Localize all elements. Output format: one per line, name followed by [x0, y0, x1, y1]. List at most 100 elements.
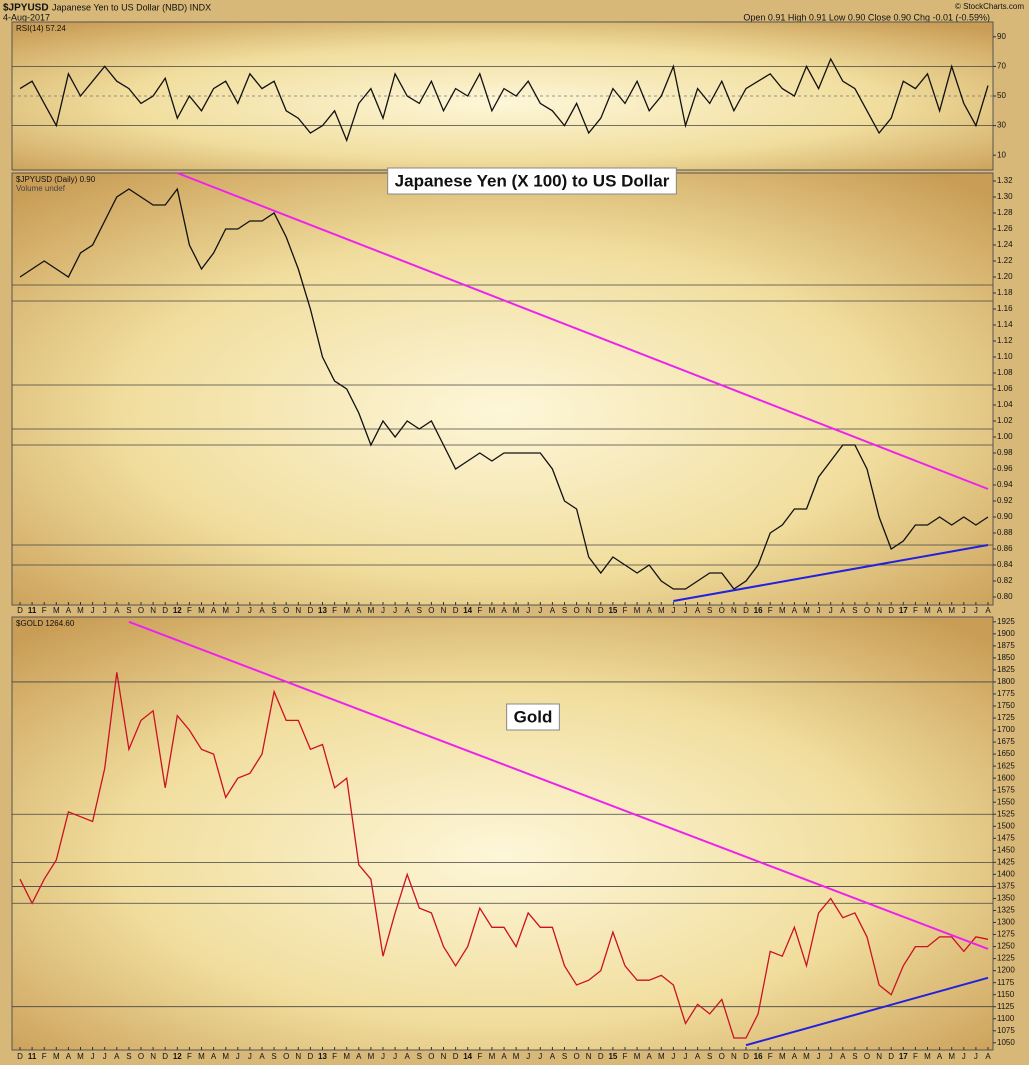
- x-tick-label: F: [913, 606, 918, 615]
- y-tick-label: 1.20: [997, 272, 1013, 281]
- x-tick-label: M: [53, 606, 60, 615]
- y-tick-label: 1.30: [997, 192, 1013, 201]
- x-tick-label: A: [937, 606, 943, 615]
- x-tick-label: S: [562, 606, 567, 615]
- x-tick-label: O: [428, 606, 434, 615]
- x-tick-label: N: [876, 606, 882, 615]
- x-tick-label: S: [707, 1052, 712, 1061]
- x-tick-label: F: [477, 1052, 482, 1061]
- x-tick-label: A: [550, 606, 556, 615]
- y-tick-label: 1425: [997, 857, 1015, 866]
- x-tick-label: J: [381, 606, 385, 615]
- x-tick-label: F: [913, 1052, 918, 1061]
- x-tick-label: S: [562, 1052, 567, 1061]
- x-tick-label: J: [236, 1052, 240, 1061]
- x-tick-label: 13: [318, 1052, 327, 1061]
- x-tick-label: F: [332, 606, 337, 615]
- x-tick-label: D: [598, 1052, 604, 1061]
- y-tick-label: 0.96: [997, 464, 1013, 473]
- y-tick-label: 0.86: [997, 544, 1013, 553]
- x-tick-label: O: [864, 1052, 870, 1061]
- y-tick-label: 30: [997, 121, 1006, 130]
- x-tick-label: M: [489, 606, 496, 615]
- x-tick-label: A: [550, 1052, 556, 1061]
- x-tick-label: 17: [899, 1052, 908, 1061]
- y-tick-label: 1850: [997, 653, 1015, 662]
- x-tick-label: A: [356, 606, 362, 615]
- x-tick-label: 15: [608, 606, 617, 615]
- x-tick-label: N: [876, 1052, 882, 1061]
- x-tick-label: M: [658, 1052, 665, 1061]
- x-tick-label: N: [586, 1052, 592, 1061]
- x-tick-label: 12: [173, 606, 182, 615]
- x-tick-label: D: [453, 1052, 459, 1061]
- x-tick-label: A: [792, 606, 798, 615]
- x-tick-label: 16: [754, 1052, 763, 1061]
- x-tick-label: D: [598, 606, 604, 615]
- y-tick-label: 1.10: [997, 352, 1013, 361]
- y-tick-label: 1.04: [997, 400, 1013, 409]
- x-tick-label: J: [829, 1052, 833, 1061]
- x-tick-label: M: [634, 606, 641, 615]
- x-tick-label: S: [417, 606, 422, 615]
- y-tick-label: 1900: [997, 629, 1015, 638]
- panel: [11, 172, 994, 606]
- x-tick-label: D: [453, 606, 459, 615]
- x-tick-label: O: [283, 1052, 289, 1061]
- x-tick-label: 11: [28, 606, 37, 615]
- x-tick-label: J: [817, 1052, 821, 1061]
- y-tick-label: 1775: [997, 689, 1015, 698]
- annotation-box: [506, 703, 560, 731]
- x-tick-label: A: [647, 606, 653, 615]
- x-tick-label: D: [308, 1052, 314, 1061]
- x-tick-label: M: [343, 1052, 350, 1061]
- y-tick-label: 1.00: [997, 432, 1013, 441]
- y-tick-label: 1050: [997, 1038, 1015, 1047]
- x-tick-label: J: [962, 606, 966, 615]
- x-tick-label: J: [248, 606, 252, 615]
- y-tick-label: 0.84: [997, 560, 1013, 569]
- x-tick-label: J: [538, 606, 542, 615]
- y-tick-label: 1350: [997, 894, 1015, 903]
- x-tick-label: A: [405, 1052, 411, 1061]
- x-tick-label: M: [803, 1052, 810, 1061]
- y-tick-label: 1525: [997, 809, 1015, 818]
- x-tick-label: N: [150, 606, 156, 615]
- x-tick-label: A: [114, 1052, 120, 1061]
- x-tick-label: A: [356, 1052, 362, 1061]
- y-tick-label: 1575: [997, 785, 1015, 794]
- x-tick-label: O: [283, 606, 289, 615]
- panel-label: $JPYUSD (Daily) 0.90: [16, 175, 96, 184]
- x-tick-label: D: [17, 1052, 23, 1061]
- price-line: [19, 57, 989, 143]
- x-tick-label: A: [840, 1052, 846, 1061]
- x-tick-label: M: [198, 1052, 205, 1061]
- y-tick-label: 0.80: [997, 592, 1013, 601]
- y-tick-label: 1275: [997, 930, 1015, 939]
- y-tick-label: 10: [997, 150, 1006, 159]
- x-tick-label: J: [381, 1052, 385, 1061]
- x-tick-label: M: [658, 606, 665, 615]
- source: © StockCharts.com: [955, 2, 1024, 11]
- y-tick-label: 1.08: [997, 368, 1013, 377]
- y-tick-label: 1875: [997, 641, 1015, 650]
- x-tick-label: F: [768, 606, 773, 615]
- x-tick-label: M: [222, 606, 229, 615]
- y-tick-label: 1250: [997, 942, 1015, 951]
- x-tick-label: A: [840, 606, 846, 615]
- x-tick-label: 14: [463, 606, 472, 615]
- x-tick-label: M: [634, 1052, 641, 1061]
- y-tick-label: 1.22: [997, 256, 1013, 265]
- y-tick-label: 1600: [997, 773, 1015, 782]
- x-tick-label: A: [211, 606, 217, 615]
- x-tick-label: F: [187, 606, 192, 615]
- y-tick-label: 1.02: [997, 416, 1013, 425]
- x-tick-label: A: [501, 606, 507, 615]
- trend-line: [745, 976, 989, 1047]
- x-tick-label: J: [526, 606, 530, 615]
- y-tick-label: 1.12: [997, 336, 1013, 345]
- x-tick-label: A: [66, 1052, 72, 1061]
- x-tick-label: F: [477, 606, 482, 615]
- x-tick-label: D: [888, 1052, 894, 1061]
